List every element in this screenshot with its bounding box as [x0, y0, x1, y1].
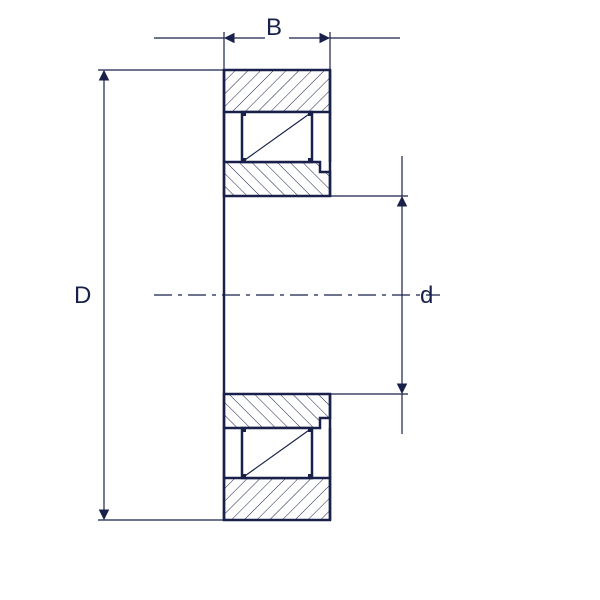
- dimension-label-B: B: [266, 14, 282, 42]
- dimension-label-d: d: [420, 282, 433, 310]
- bearing-diagram: B D d: [0, 0, 600, 600]
- dimension-label-D: D: [74, 282, 91, 310]
